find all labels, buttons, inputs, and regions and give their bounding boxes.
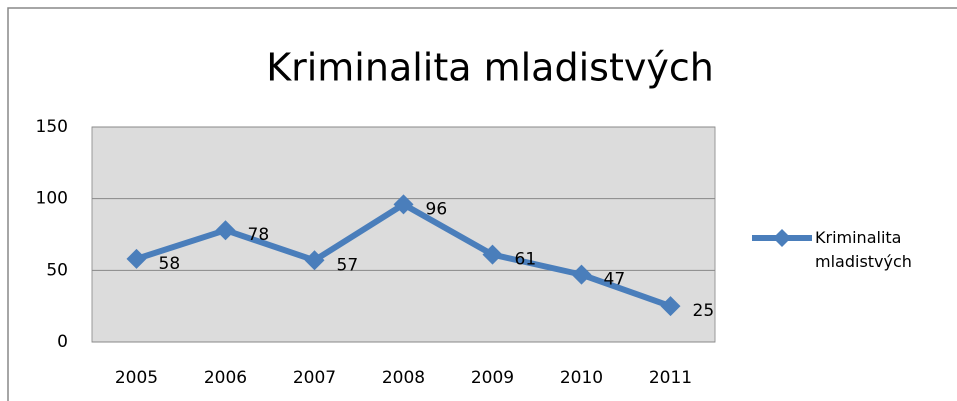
- data-label: 58: [159, 254, 181, 274]
- data-marker: [126, 248, 147, 269]
- x-tick-label: 2010: [560, 368, 603, 388]
- data-marker: [660, 296, 681, 317]
- x-tick-label: 2008: [382, 368, 425, 388]
- x-tick-label: 2009: [471, 368, 514, 388]
- y-tick-label: 100: [36, 189, 68, 209]
- data-marker: [393, 194, 414, 215]
- data-label: 78: [248, 225, 270, 245]
- data-label: 25: [693, 301, 715, 321]
- data-label: 57: [337, 255, 359, 275]
- data-label: 96: [426, 199, 448, 219]
- chart-frame: [7, 7, 957, 401]
- data-marker: [304, 250, 325, 271]
- plot-area: [91, 126, 716, 343]
- x-tick-label: 2007: [293, 368, 336, 388]
- x-tick-label: 2006: [204, 368, 247, 388]
- y-tick-label: 50: [46, 260, 68, 280]
- data-label: 61: [515, 250, 537, 270]
- y-tick-label: 150: [36, 117, 68, 137]
- y-tick-label: 0: [57, 332, 68, 352]
- x-tick-label: 2005: [115, 368, 158, 388]
- data-marker: [482, 244, 503, 265]
- legend-marker: [773, 229, 791, 247]
- x-tick-label: 2011: [649, 368, 692, 388]
- data-label: 47: [604, 270, 626, 290]
- data-marker: [215, 220, 236, 241]
- data-marker: [571, 264, 592, 285]
- legend-label: Kriminalita mladistvých: [815, 228, 912, 271]
- chart-title: Kriminalita mladistvých: [266, 46, 714, 90]
